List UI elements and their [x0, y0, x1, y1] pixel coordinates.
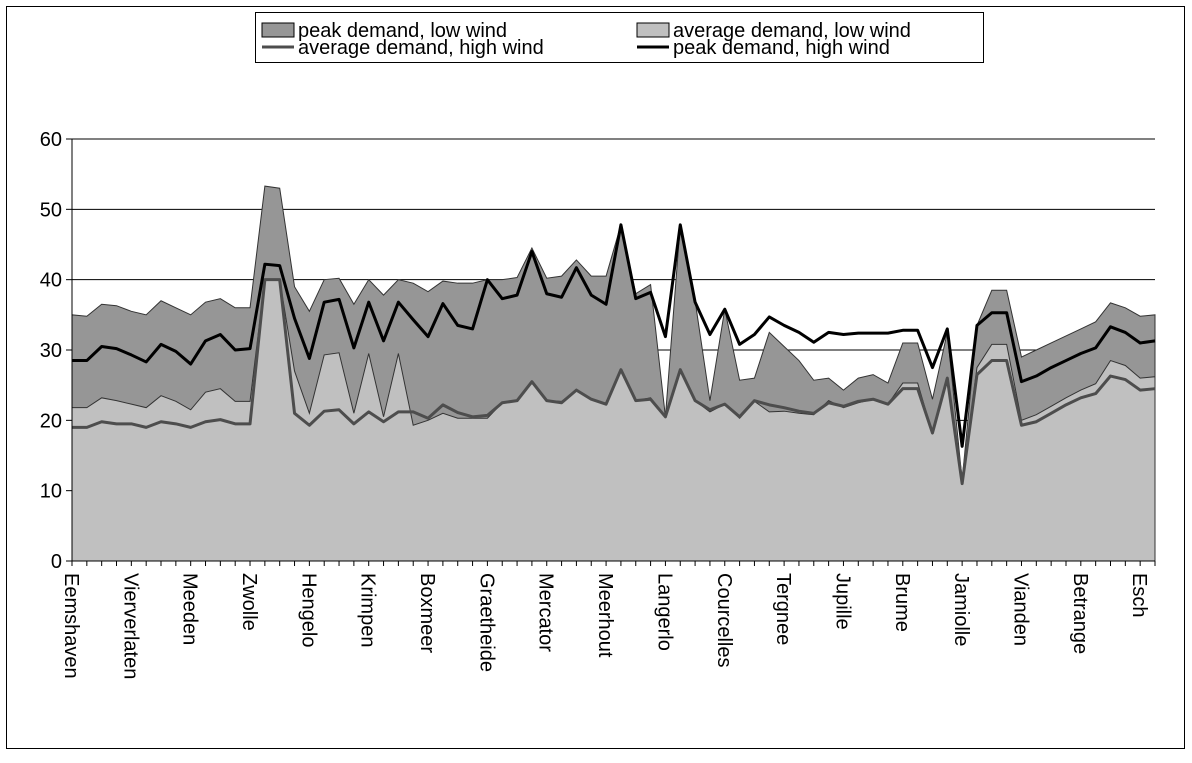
- y-tick-label: 20: [40, 410, 62, 432]
- x-tick-label: Vierverlaten: [119, 573, 141, 679]
- x-tick-label: Mercator: [535, 573, 557, 652]
- x-tick-label: Meerhout: [594, 573, 616, 658]
- y-tick-label: 60: [40, 129, 62, 151]
- legend-label: average demand, high wind: [298, 37, 544, 59]
- legend-label: peak demand, high wind: [673, 37, 890, 59]
- x-tick-label: Esch: [1128, 573, 1150, 617]
- y-tick-label: 50: [40, 199, 62, 221]
- y-tick-label: 0: [51, 551, 62, 573]
- x-tick-label: Betrange: [1069, 573, 1091, 654]
- x-tick-label: Hengelo: [297, 573, 319, 648]
- x-tick-label: Tergnee: [772, 573, 794, 645]
- legend-label: average demand, low wind: [673, 20, 911, 42]
- x-tick-label: Vianden: [1009, 573, 1031, 646]
- x-tick-label: Graetheide: [475, 573, 497, 672]
- legend-label: peak demand, low wind: [298, 20, 507, 42]
- x-tick-label: Jupille: [831, 573, 853, 630]
- x-tick-label: Jamiolle: [950, 573, 972, 646]
- line-series: [72, 223, 1156, 448]
- legend-swatch: [636, 22, 670, 38]
- y-tick-label: 30: [40, 340, 62, 362]
- x-tick-label: Boxmeer: [416, 573, 438, 653]
- x-tick-label: Krimpen: [357, 573, 379, 647]
- x-tick-label: Zwolle: [238, 573, 260, 631]
- x-tick-label: Brume: [891, 573, 913, 632]
- legend-box: [255, 12, 984, 63]
- x-tick-label: Courcelles: [713, 573, 735, 667]
- x-tick-label: Langerlo: [653, 573, 675, 651]
- y-tick-label: 10: [40, 481, 62, 503]
- x-tick-label: Meeden: [179, 573, 201, 645]
- x-tick-label: Eemshaven: [60, 573, 82, 679]
- line-series: [72, 278, 1156, 486]
- y-tick-label: 40: [40, 270, 62, 292]
- legend-swatch: [261, 22, 295, 38]
